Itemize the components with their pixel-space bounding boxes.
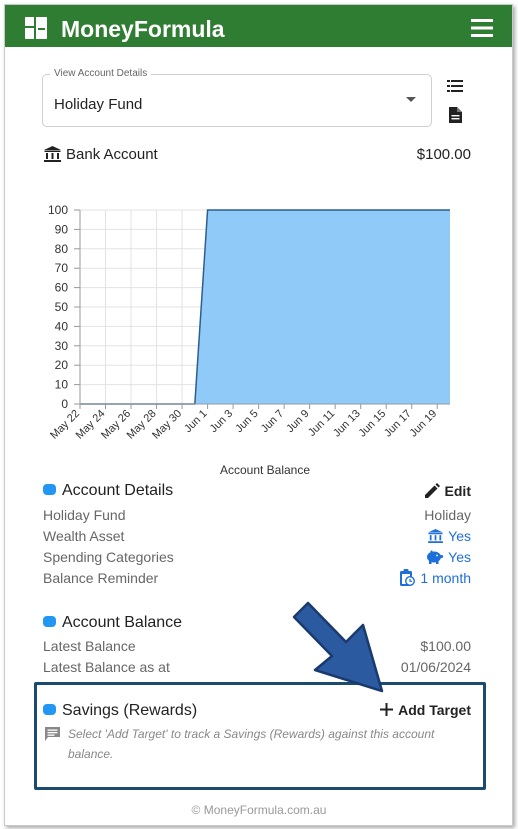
balance-reminder-text: 1 month xyxy=(420,570,471,586)
detail-value-spending-categories[interactable]: Yes xyxy=(426,549,471,565)
add-target-button[interactable]: Add Target xyxy=(380,702,471,718)
edit-button[interactable]: Edit xyxy=(424,482,471,499)
piggy-bank-icon xyxy=(427,549,444,564)
account-details-title: Account Details xyxy=(43,482,173,500)
bank-icon xyxy=(428,528,444,543)
bank-account-label: Bank Account xyxy=(66,146,158,163)
account-details-title-text: Account Details xyxy=(62,482,174,499)
list-view-icon[interactable] xyxy=(447,80,463,92)
savings-title: Savings (Rewards) xyxy=(43,702,197,720)
comment-icon xyxy=(45,727,60,741)
chart-area-fill xyxy=(80,210,450,404)
chart-x-tick-label: Jun 1 xyxy=(182,408,210,436)
chart-y-tick-label: 100 xyxy=(48,203,68,217)
balance-label-as-at: Latest Balance as at xyxy=(43,659,170,675)
balance-value-as-at: 01/06/2024 xyxy=(400,659,471,675)
chart-x-tick-label: Jun 3 xyxy=(208,408,236,436)
wealth-asset-text: Yes xyxy=(448,528,471,544)
app-header: MoneyFormula xyxy=(5,5,512,47)
chart-y-tick-label: 0 xyxy=(61,397,68,411)
chart-x-tick-label: Jun 13 xyxy=(331,408,363,440)
chart-x-tick-label: Jun 19 xyxy=(408,408,440,440)
chart-x-axis-title: Account Balance xyxy=(220,463,310,477)
chart-y-tick-label: 30 xyxy=(55,339,69,353)
chart-x-tick-label: Jun 15 xyxy=(356,408,388,440)
chart-y-tick-label: 60 xyxy=(55,281,69,295)
savings-title-text: Savings (Rewards) xyxy=(62,702,198,719)
bank-account-amount: $100.00 xyxy=(416,146,471,163)
bank-icon xyxy=(44,146,61,162)
hamburger-menu-icon[interactable] xyxy=(471,19,493,37)
chart-y-tick-label: 90 xyxy=(55,222,69,236)
account-select[interactable] xyxy=(42,74,432,127)
chart-y-tick-label: 70 xyxy=(55,261,69,275)
account-select-value[interactable]: Holiday Fund xyxy=(54,96,143,113)
clipboard-clock-icon xyxy=(400,569,416,587)
chart-x-tick-label: Jun 5 xyxy=(233,408,261,436)
detail-value-balance-reminder[interactable]: 1 month xyxy=(400,569,471,587)
detail-value-name: Holiday xyxy=(424,507,471,523)
edit-button-label: Edit xyxy=(444,483,471,499)
chevron-down-icon[interactable] xyxy=(406,97,416,102)
account-select-label: View Account Details xyxy=(50,68,152,79)
annotation-arrow-icon xyxy=(292,601,384,693)
chart-y-tick-label: 50 xyxy=(55,300,69,314)
savings-highlight-box xyxy=(34,682,486,790)
detail-label-balance-reminder: Balance Reminder xyxy=(43,570,159,586)
chart-x-tick-label: Jun 17 xyxy=(382,408,414,440)
detail-label-spending-categories: Spending Categories xyxy=(43,549,174,565)
chart-y-tick-label: 20 xyxy=(55,358,69,372)
detail-label-wealth-asset: Wealth Asset xyxy=(43,528,125,544)
chart-y-tick-label: 10 xyxy=(55,378,69,392)
chart-x-tick-label: Jun 11 xyxy=(306,408,337,439)
document-icon[interactable] xyxy=(449,107,462,123)
grid-logo-icon[interactable] xyxy=(25,17,47,39)
add-target-label: Add Target xyxy=(398,702,471,718)
footer-copyright: © MoneyFormula.com.au xyxy=(191,803,327,817)
account-balance-title: Account Balance xyxy=(43,614,182,632)
blob-icon xyxy=(43,615,56,627)
pencil-icon xyxy=(424,482,440,498)
detail-value-wealth-asset[interactable]: Yes xyxy=(428,528,471,544)
savings-note: Select 'Add Target' to track a Savings (… xyxy=(68,727,435,761)
detail-label-name: Holiday Fund xyxy=(43,507,126,523)
chart-y-tick-label: 80 xyxy=(55,242,69,256)
chart-y-tick-label: 40 xyxy=(55,319,69,333)
plus-icon xyxy=(380,703,394,717)
account-balance-title-text: Account Balance xyxy=(62,614,183,631)
balance-label-latest: Latest Balance xyxy=(43,638,136,654)
blob-icon xyxy=(43,703,56,715)
spending-categories-text: Yes xyxy=(448,549,471,565)
brand-name[interactable]: MoneyFormula xyxy=(61,16,225,42)
chart-x-tick-label: Jun 7 xyxy=(259,408,287,436)
app-frame xyxy=(4,4,513,826)
blob-icon xyxy=(43,483,56,495)
balance-value-latest: $100.00 xyxy=(420,638,471,654)
